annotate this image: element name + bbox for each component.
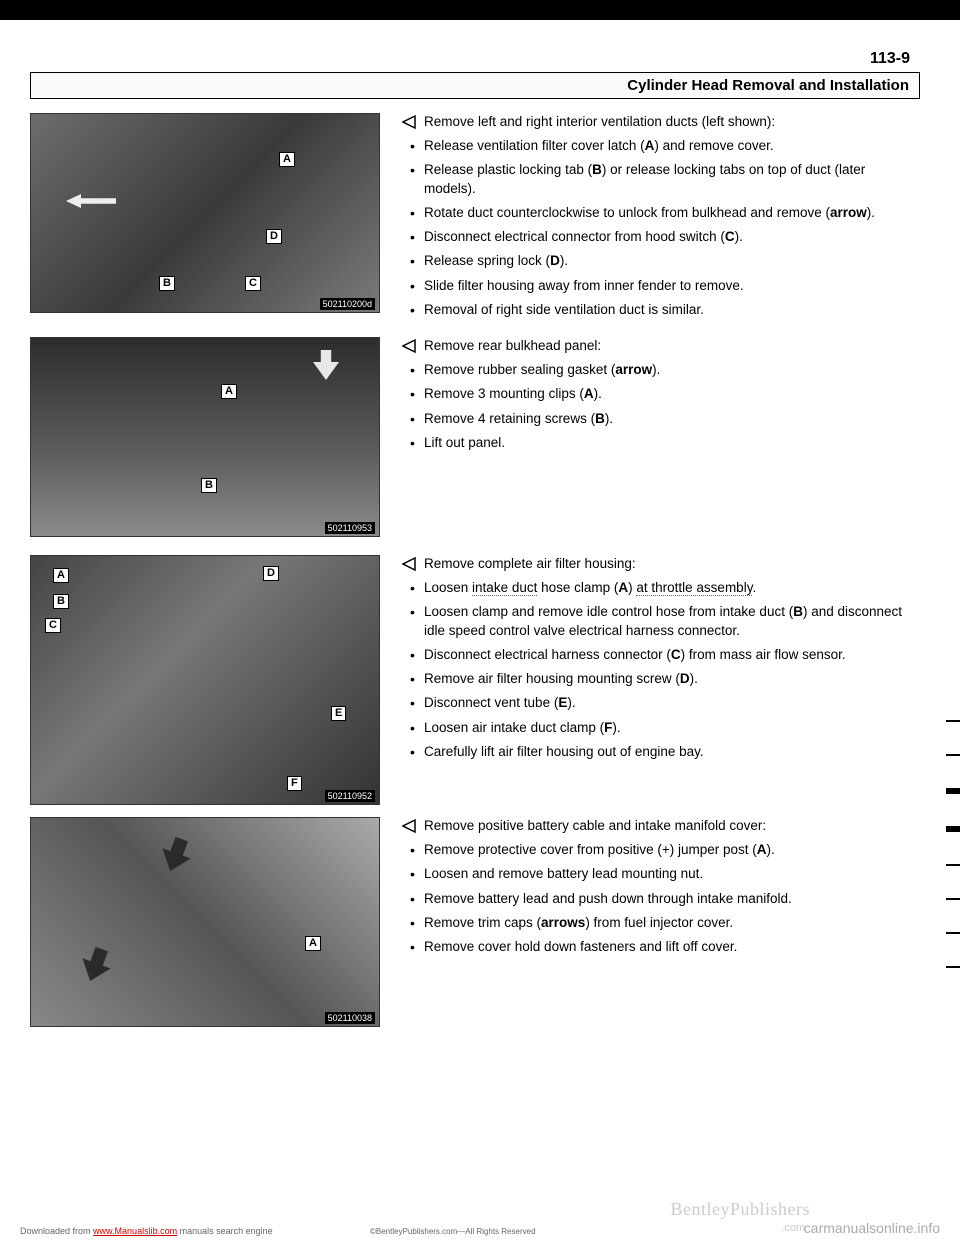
step-2-bullets: Remove rubber sealing gasket (arrow). Rem… — [402, 361, 920, 452]
bullet-item: Loosen intake duct hose clamp (A) at thr… — [424, 579, 920, 597]
figure-id-1: 502110200d — [320, 298, 375, 310]
bullet-item: Remove 3 mounting clips (A). — [424, 385, 920, 403]
figure-id-3: 502110952 — [325, 790, 375, 802]
footer-left-suffix: manuals search engine — [177, 1226, 273, 1236]
step-3-title: Remove complete air filter housing: — [424, 555, 636, 573]
callout-A: A — [279, 152, 295, 167]
bullet-item: Loosen air intake duct clamp (F). — [424, 719, 920, 737]
top-black-bar — [0, 0, 960, 20]
figure-4: A 502110038 — [30, 817, 380, 1027]
step-3-text: Remove complete air filter housing: Loos… — [402, 555, 920, 805]
step-2-title: Remove rear bulkhead panel: — [424, 337, 601, 355]
bullet-item: Remove air filter housing mounting screw… — [424, 670, 920, 688]
bullet-item: Removal of right side ventilation duct i… — [424, 301, 920, 319]
triangle-icon — [402, 557, 416, 571]
step-1-bullets: Release ventilation filter cover latch (… — [402, 137, 920, 319]
step-4-title: Remove positive battery cable and intake… — [424, 817, 766, 835]
step-4-text: Remove positive battery cable and intake… — [402, 817, 920, 1027]
callout-F: F — [287, 776, 302, 791]
step-1-text: Remove left and right interior ventilati… — [402, 113, 920, 325]
step-4-bullets: Remove protective cover from positive (+… — [402, 841, 920, 956]
footer-copyright: ©BentleyPublishers.com—All Rights Reserv… — [370, 1227, 536, 1236]
footer-left: Downloaded from www.Manualslib.com manua… — [20, 1226, 273, 1236]
section-header: Cylinder Head Removal and Installation — [30, 72, 920, 99]
bullet-item: Remove cover hold down fasteners and lif… — [424, 938, 920, 956]
figure-2: A B 502110953 — [30, 337, 380, 537]
bullet-item: Remove rubber sealing gasket (arrow). — [424, 361, 920, 379]
step-block-1: A B C D 502110200d Remove left and right… — [30, 113, 920, 325]
step-1-title: Remove left and right interior ventilati… — [424, 113, 775, 131]
bullet-item: Release spring lock (D). — [424, 252, 920, 270]
step-block-2: A B 502110953 Remove rear bulkhead panel… — [30, 337, 920, 537]
side-index-marks — [946, 720, 960, 1120]
footer-site: carmanualsonline.info — [804, 1220, 940, 1236]
bullet-item: Remove trim caps (arrows) from fuel inje… — [424, 914, 920, 932]
callout-D: D — [266, 229, 282, 244]
bullet-item: Slide filter housing away from inner fen… — [424, 277, 920, 295]
bullet-item: Disconnect electrical connector from hoo… — [424, 228, 920, 246]
arrow-indicator — [156, 834, 196, 876]
bullet-item: Lift out panel. — [424, 434, 920, 452]
figure-1: A B C D 502110200d — [30, 113, 380, 313]
arrow-indicator — [313, 350, 339, 380]
bullet-item: Release plastic locking tab (B) or relea… — [424, 161, 920, 197]
arrow-indicator — [76, 944, 116, 986]
callout-A: A — [53, 568, 69, 583]
step-block-4: A 502110038 Remove positive battery cabl… — [30, 817, 920, 1027]
callout-B: B — [159, 276, 175, 291]
callout-E: E — [331, 706, 346, 721]
step-block-3: A B C D E F 502110952 Remove complete ai… — [30, 555, 920, 805]
bullet-item: Rotate duct counterclockwise to unlock f… — [424, 204, 920, 222]
bullet-item: Loosen clamp and remove idle control hos… — [424, 603, 920, 639]
callout-D: D — [263, 566, 279, 581]
figure-id-2: 502110953 — [325, 522, 375, 534]
bullet-item: Disconnect electrical harness connector … — [424, 646, 920, 664]
callout-C: C — [45, 618, 61, 633]
bullet-item: Carefully lift air filter housing out of… — [424, 743, 920, 761]
figure-3: A B C D E F 502110952 — [30, 555, 380, 805]
step-2-text: Remove rear bulkhead panel: Remove rubbe… — [402, 337, 920, 537]
callout-B: B — [53, 594, 69, 609]
bullet-item: Remove battery lead and push down throug… — [424, 890, 920, 908]
manualslib-link[interactable]: www.Manualslib.com — [93, 1226, 177, 1236]
bullet-item: Release ventilation filter cover latch (… — [424, 137, 920, 155]
page-number: 113-9 — [30, 50, 920, 68]
bullet-item: Remove protective cover from positive (+… — [424, 841, 920, 859]
bullet-item: Loosen and remove battery lead mounting … — [424, 865, 920, 883]
triangle-icon — [402, 115, 416, 129]
watermark-text: BentleyPublishers — [671, 1199, 811, 1220]
triangle-icon — [402, 339, 416, 353]
watermark-sub: .com — [781, 1222, 805, 1234]
callout-A: A — [305, 936, 321, 951]
callout-B: B — [201, 478, 217, 493]
step-3-bullets: Loosen intake duct hose clamp (A) at thr… — [402, 579, 920, 761]
callout-C: C — [245, 276, 261, 291]
callout-A: A — [221, 384, 237, 399]
bullet-item: Disconnect vent tube (E). — [424, 694, 920, 712]
figure-id-4: 502110038 — [325, 1012, 375, 1024]
page-body: 113-9 Cylinder Head Removal and Installa… — [0, 20, 960, 1027]
triangle-icon — [402, 819, 416, 833]
bullet-item: Remove 4 retaining screws (B). — [424, 410, 920, 428]
arrow-indicator — [66, 194, 116, 208]
footer-left-prefix: Downloaded from — [20, 1226, 93, 1236]
